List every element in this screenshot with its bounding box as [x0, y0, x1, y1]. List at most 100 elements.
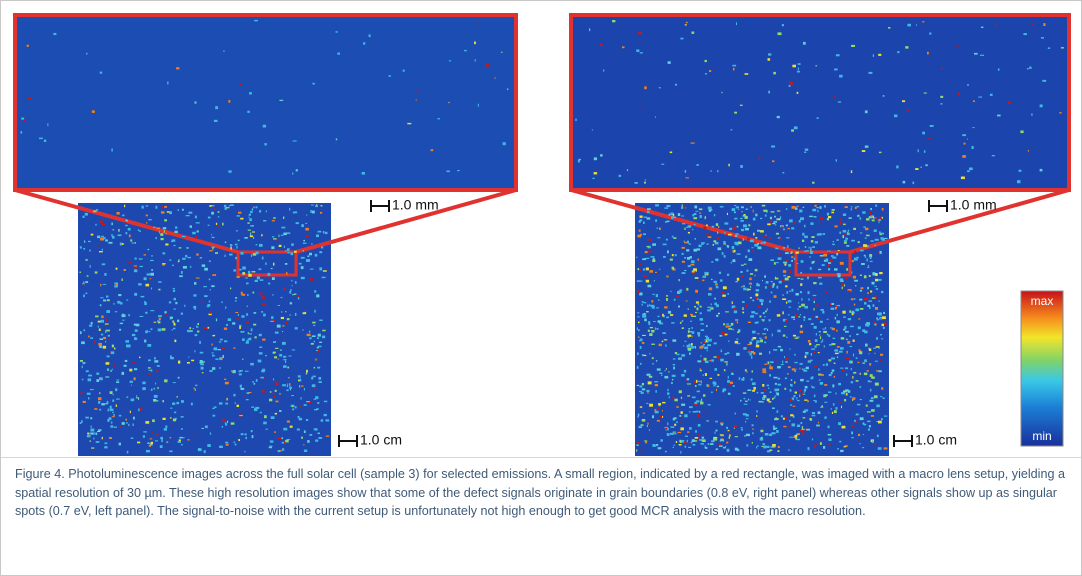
- texture: [293, 212, 296, 214]
- texture: [202, 428, 204, 429]
- texture: [202, 372, 204, 373]
- texture: [146, 450, 150, 453]
- texture: [851, 170, 852, 173]
- texture: [881, 237, 884, 240]
- texture: [854, 280, 858, 282]
- texture: [852, 399, 853, 401]
- texture: [105, 442, 108, 444]
- texture: [115, 388, 117, 391]
- texture: [196, 326, 197, 328]
- texture: [249, 214, 251, 216]
- texture: [275, 390, 277, 392]
- texture: [870, 261, 873, 262]
- texture: [995, 24, 996, 27]
- texture: [699, 411, 700, 413]
- texture: [790, 414, 793, 416]
- texture: [90, 417, 92, 419]
- texture: [778, 384, 782, 386]
- texture: [860, 290, 862, 292]
- texture: [282, 325, 284, 326]
- texture: [772, 398, 774, 400]
- texture: [695, 211, 698, 212]
- texture: [969, 168, 973, 171]
- texture: [116, 405, 117, 407]
- texture: [763, 443, 765, 445]
- texture: [907, 24, 911, 27]
- texture: [750, 273, 753, 275]
- texture: [101, 316, 103, 319]
- texture: [756, 283, 759, 286]
- texture: [292, 173, 293, 175]
- texture: [245, 277, 248, 278]
- texture: [146, 205, 149, 206]
- texture: [726, 427, 728, 429]
- texture: [656, 294, 658, 297]
- texture: [139, 357, 141, 358]
- texture: [694, 213, 697, 215]
- texture: [179, 247, 182, 248]
- texture: [865, 238, 867, 239]
- texture: [682, 320, 684, 321]
- texture: [682, 247, 685, 249]
- texture: [772, 223, 775, 224]
- texture: [980, 55, 984, 56]
- texture: [859, 351, 862, 354]
- texture: [248, 274, 251, 277]
- texture: [612, 20, 615, 22]
- texture: [735, 448, 738, 451]
- texture: [748, 322, 751, 323]
- texture: [309, 434, 312, 436]
- texture: [762, 333, 766, 334]
- texture: [842, 426, 846, 429]
- texture: [147, 443, 150, 444]
- texture: [787, 373, 789, 375]
- texture: [83, 362, 84, 364]
- texture: [734, 428, 735, 429]
- texture: [246, 322, 249, 324]
- texture: [178, 209, 179, 210]
- texture: [431, 149, 434, 151]
- texture: [791, 384, 793, 386]
- texture: [777, 286, 779, 289]
- texture: [768, 401, 771, 402]
- texture: [879, 152, 882, 153]
- texture: [880, 396, 882, 397]
- texture: [251, 254, 252, 257]
- texture: [835, 317, 836, 320]
- texture: [873, 54, 874, 57]
- texture: [637, 327, 638, 330]
- texture: [716, 448, 718, 449]
- texture: [838, 102, 841, 103]
- texture: [811, 316, 812, 317]
- texture: [686, 177, 689, 178]
- texture: [300, 379, 301, 382]
- texture: [773, 72, 776, 75]
- texture: [656, 444, 658, 446]
- texture: [845, 206, 848, 208]
- texture: [822, 311, 824, 314]
- texture: [844, 399, 846, 401]
- texture: [676, 441, 677, 443]
- texture: [759, 316, 761, 318]
- texture: [689, 406, 693, 408]
- texture: [729, 228, 732, 230]
- texture: [215, 358, 218, 360]
- texture: [872, 272, 875, 275]
- texture: [181, 428, 183, 430]
- texture: [675, 352, 677, 354]
- texture: [302, 330, 304, 331]
- texture: [336, 31, 338, 33]
- texture: [639, 107, 640, 109]
- texture: [241, 315, 244, 317]
- texture: [815, 205, 817, 207]
- texture: [112, 400, 114, 402]
- texture: [314, 341, 315, 343]
- texture: [280, 349, 282, 351]
- texture: [312, 322, 315, 324]
- texture: [867, 421, 871, 423]
- texture: [882, 324, 885, 326]
- texture: [283, 428, 287, 431]
- texture: [755, 214, 757, 217]
- texture: [744, 435, 745, 437]
- texture: [859, 443, 861, 444]
